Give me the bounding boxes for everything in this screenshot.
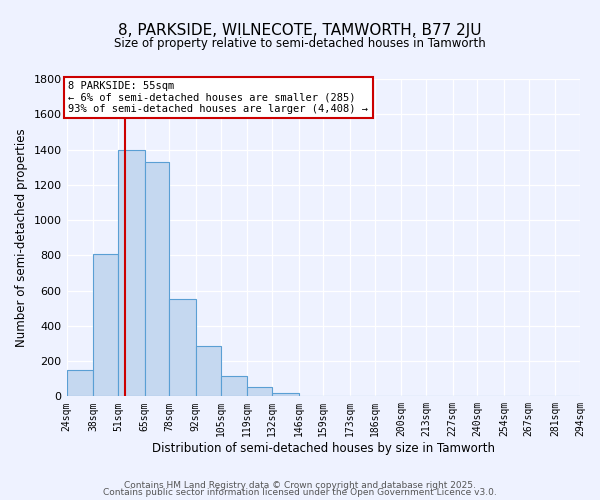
- X-axis label: Distribution of semi-detached houses by size in Tamworth: Distribution of semi-detached houses by …: [152, 442, 495, 455]
- Bar: [272, 393, 299, 396]
- Bar: [93, 254, 118, 396]
- Bar: [67, 370, 93, 396]
- Bar: [221, 376, 247, 396]
- Y-axis label: Number of semi-detached properties: Number of semi-detached properties: [15, 128, 28, 347]
- Text: Contains public sector information licensed under the Open Government Licence v3: Contains public sector information licen…: [103, 488, 497, 497]
- Bar: [118, 150, 145, 396]
- Bar: [196, 346, 221, 397]
- Text: Contains HM Land Registry data © Crown copyright and database right 2025.: Contains HM Land Registry data © Crown c…: [124, 480, 476, 490]
- Text: 8, PARKSIDE, WILNECOTE, TAMWORTH, B77 2JU: 8, PARKSIDE, WILNECOTE, TAMWORTH, B77 2J…: [118, 22, 482, 38]
- Text: 8 PARKSIDE: 55sqm
← 6% of semi-detached houses are smaller (285)
93% of semi-det: 8 PARKSIDE: 55sqm ← 6% of semi-detached …: [68, 81, 368, 114]
- Bar: [169, 300, 196, 396]
- Bar: [145, 162, 169, 396]
- Text: Size of property relative to semi-detached houses in Tamworth: Size of property relative to semi-detach…: [114, 38, 486, 51]
- Bar: [247, 386, 272, 396]
